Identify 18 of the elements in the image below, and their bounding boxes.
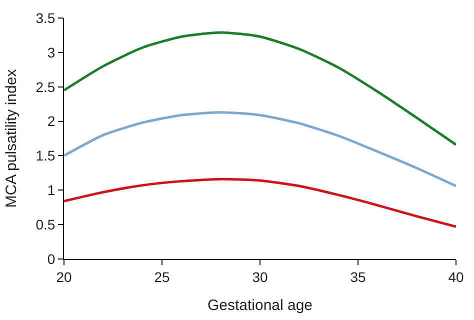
x-axis-title: Gestational age <box>207 296 313 314</box>
x-tick-label: 40 <box>448 268 464 285</box>
line-series <box>64 178 456 228</box>
y-tick-label: 0.5 <box>36 216 56 232</box>
y-tick-label: 3 <box>47 44 56 60</box>
y-tick-label: 1.5 <box>36 148 56 164</box>
line-series <box>64 111 456 188</box>
line-series <box>64 31 456 146</box>
y-axis-title: MCA pulsatility index <box>2 68 20 208</box>
x-tick-label: 35 <box>350 268 366 285</box>
y-tick-label: 0 <box>47 250 56 267</box>
x-tick-label: 30 <box>252 268 268 285</box>
y-tick-label: 2 <box>47 113 56 130</box>
y-tick-label: 1 <box>47 182 56 198</box>
y-tick-label: 2.5 <box>36 78 56 95</box>
x-tick-label: 20 <box>56 268 72 285</box>
y-tick-label: 3.5 <box>36 10 56 26</box>
x-tick-label: 25 <box>154 268 170 285</box>
